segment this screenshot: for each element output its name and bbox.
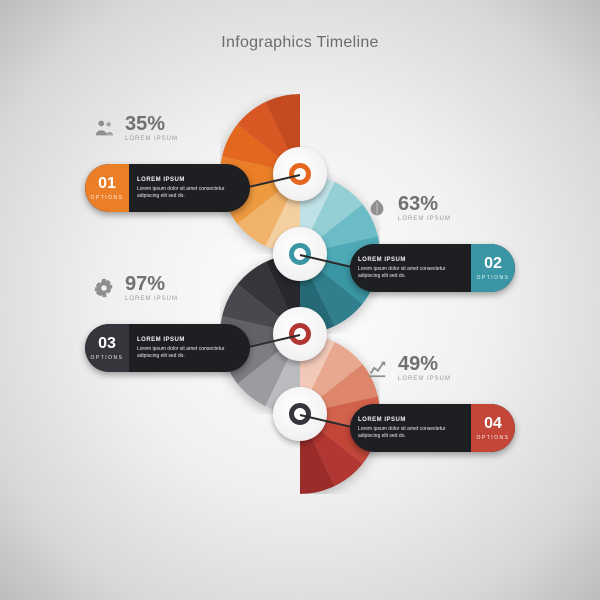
option-pill-02: 02 OPTIONS LOREM IPSUM Lorem ipsum dolor si… xyxy=(350,244,515,292)
stat-percent: 35% xyxy=(125,114,178,134)
option-pill-03: 03 OPTIONS LOREM IPSUM Lorem ipsum dolor si… xyxy=(85,324,250,372)
person-icon xyxy=(93,117,115,139)
option-label: OPTIONS xyxy=(90,355,123,361)
option-pill-01: 01 OPTIONS LOREM IPSUM Lorem ipsum dolor si… xyxy=(85,164,250,212)
infographic-stage: 01 OPTIONS LOREM IPSUM Lorem ipsum dolor si… xyxy=(0,0,600,600)
stat-sub: LOREM IPSUM xyxy=(125,136,178,142)
option-body-text: Lorem ipsum dolor sit amet consectetur a… xyxy=(358,266,463,280)
option-body-title: LOREM IPSUM xyxy=(358,256,463,264)
chart-icon xyxy=(366,357,388,379)
option-number: 02 xyxy=(484,256,502,272)
stat-percent: 97% xyxy=(125,274,178,294)
option-label: OPTIONS xyxy=(90,195,123,201)
option-number-cap: 02 OPTIONS xyxy=(471,244,515,292)
option-label: OPTIONS xyxy=(476,275,509,281)
option-body: LOREM IPSUM Lorem ipsum dolor sit amet co… xyxy=(350,256,471,280)
option-body-text: Lorem ipsum dolor sit amet consectetur a… xyxy=(358,426,463,440)
option-number-cap: 03 OPTIONS xyxy=(85,324,129,372)
option-body-title: LOREM IPSUM xyxy=(137,176,242,184)
knob-1 xyxy=(273,147,327,201)
stat-text: 49% LOREM IPSUM xyxy=(398,354,451,382)
option-body-text: Lorem ipsum dolor sit amet consectetur a… xyxy=(137,346,242,360)
option-body: LOREM IPSUM Lorem ipsum dolor sit amet co… xyxy=(350,416,471,440)
option-body-title: LOREM IPSUM xyxy=(358,416,463,424)
option-body: LOREM IPSUM Lorem ipsum dolor sit amet co… xyxy=(129,336,250,360)
stat-4: 49% LOREM IPSUM xyxy=(366,354,451,382)
option-body: LOREM IPSUM Lorem ipsum dolor sit amet co… xyxy=(129,176,250,200)
option-number-cap: 01 OPTIONS xyxy=(85,164,129,212)
stat-percent: 63% xyxy=(398,194,451,214)
option-number: 04 xyxy=(484,416,502,432)
stat-sub: LOREM IPSUM xyxy=(398,216,451,222)
stat-text: 63% LOREM IPSUM xyxy=(398,194,451,222)
stat-2: 63% LOREM IPSUM xyxy=(366,194,451,222)
stat-1: 35% LOREM IPSUM xyxy=(93,114,178,142)
stat-text: 35% LOREM IPSUM xyxy=(125,114,178,142)
leaf-icon xyxy=(366,197,388,219)
option-number-cap: 04 OPTIONS xyxy=(471,404,515,452)
option-body-title: LOREM IPSUM xyxy=(137,336,242,344)
option-body-text: Lorem ipsum dolor sit amet consectetur a… xyxy=(137,186,242,200)
option-pill-04: 04 OPTIONS LOREM IPSUM Lorem ipsum dolor si… xyxy=(350,404,515,452)
stat-3: 97% LOREM IPSUM xyxy=(93,274,178,302)
stat-sub: LOREM IPSUM xyxy=(125,296,178,302)
option-number: 03 xyxy=(98,336,116,352)
gears-icon xyxy=(93,277,115,299)
stat-percent: 49% xyxy=(398,354,451,374)
option-label: OPTIONS xyxy=(476,435,509,441)
knob-3 xyxy=(273,307,327,361)
stat-sub: LOREM IPSUM xyxy=(398,376,451,382)
option-number: 01 xyxy=(98,176,116,192)
stat-text: 97% LOREM IPSUM xyxy=(125,274,178,302)
